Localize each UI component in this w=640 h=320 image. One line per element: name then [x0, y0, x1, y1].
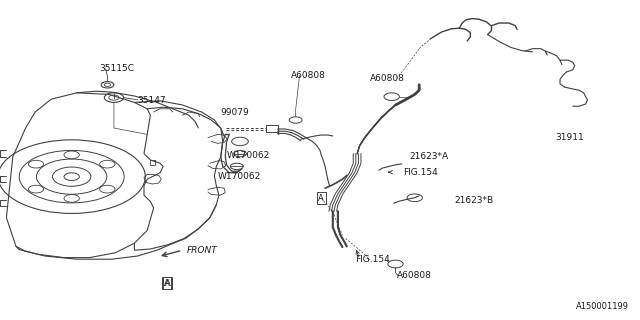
- Text: FIG.154: FIG.154: [403, 168, 438, 177]
- Text: FRONT: FRONT: [187, 246, 218, 255]
- Text: W170062: W170062: [218, 172, 261, 180]
- Text: A: A: [319, 194, 324, 203]
- Text: 21623*A: 21623*A: [410, 152, 449, 161]
- Bar: [266, 125, 278, 132]
- Text: FIG.154: FIG.154: [355, 255, 390, 264]
- Text: A: A: [164, 279, 169, 288]
- Text: A60808: A60808: [370, 74, 404, 83]
- Text: 35115C: 35115C: [99, 64, 134, 73]
- Text: W170062: W170062: [227, 151, 271, 160]
- Text: 21623*B: 21623*B: [454, 196, 493, 204]
- Text: 99079: 99079: [221, 108, 250, 116]
- Text: 35147: 35147: [138, 96, 166, 105]
- Text: A60808: A60808: [397, 271, 431, 280]
- Text: 31911: 31911: [556, 133, 584, 142]
- Text: A150001199: A150001199: [575, 302, 628, 311]
- Text: A60808: A60808: [291, 71, 326, 80]
- Text: A: A: [165, 279, 170, 288]
